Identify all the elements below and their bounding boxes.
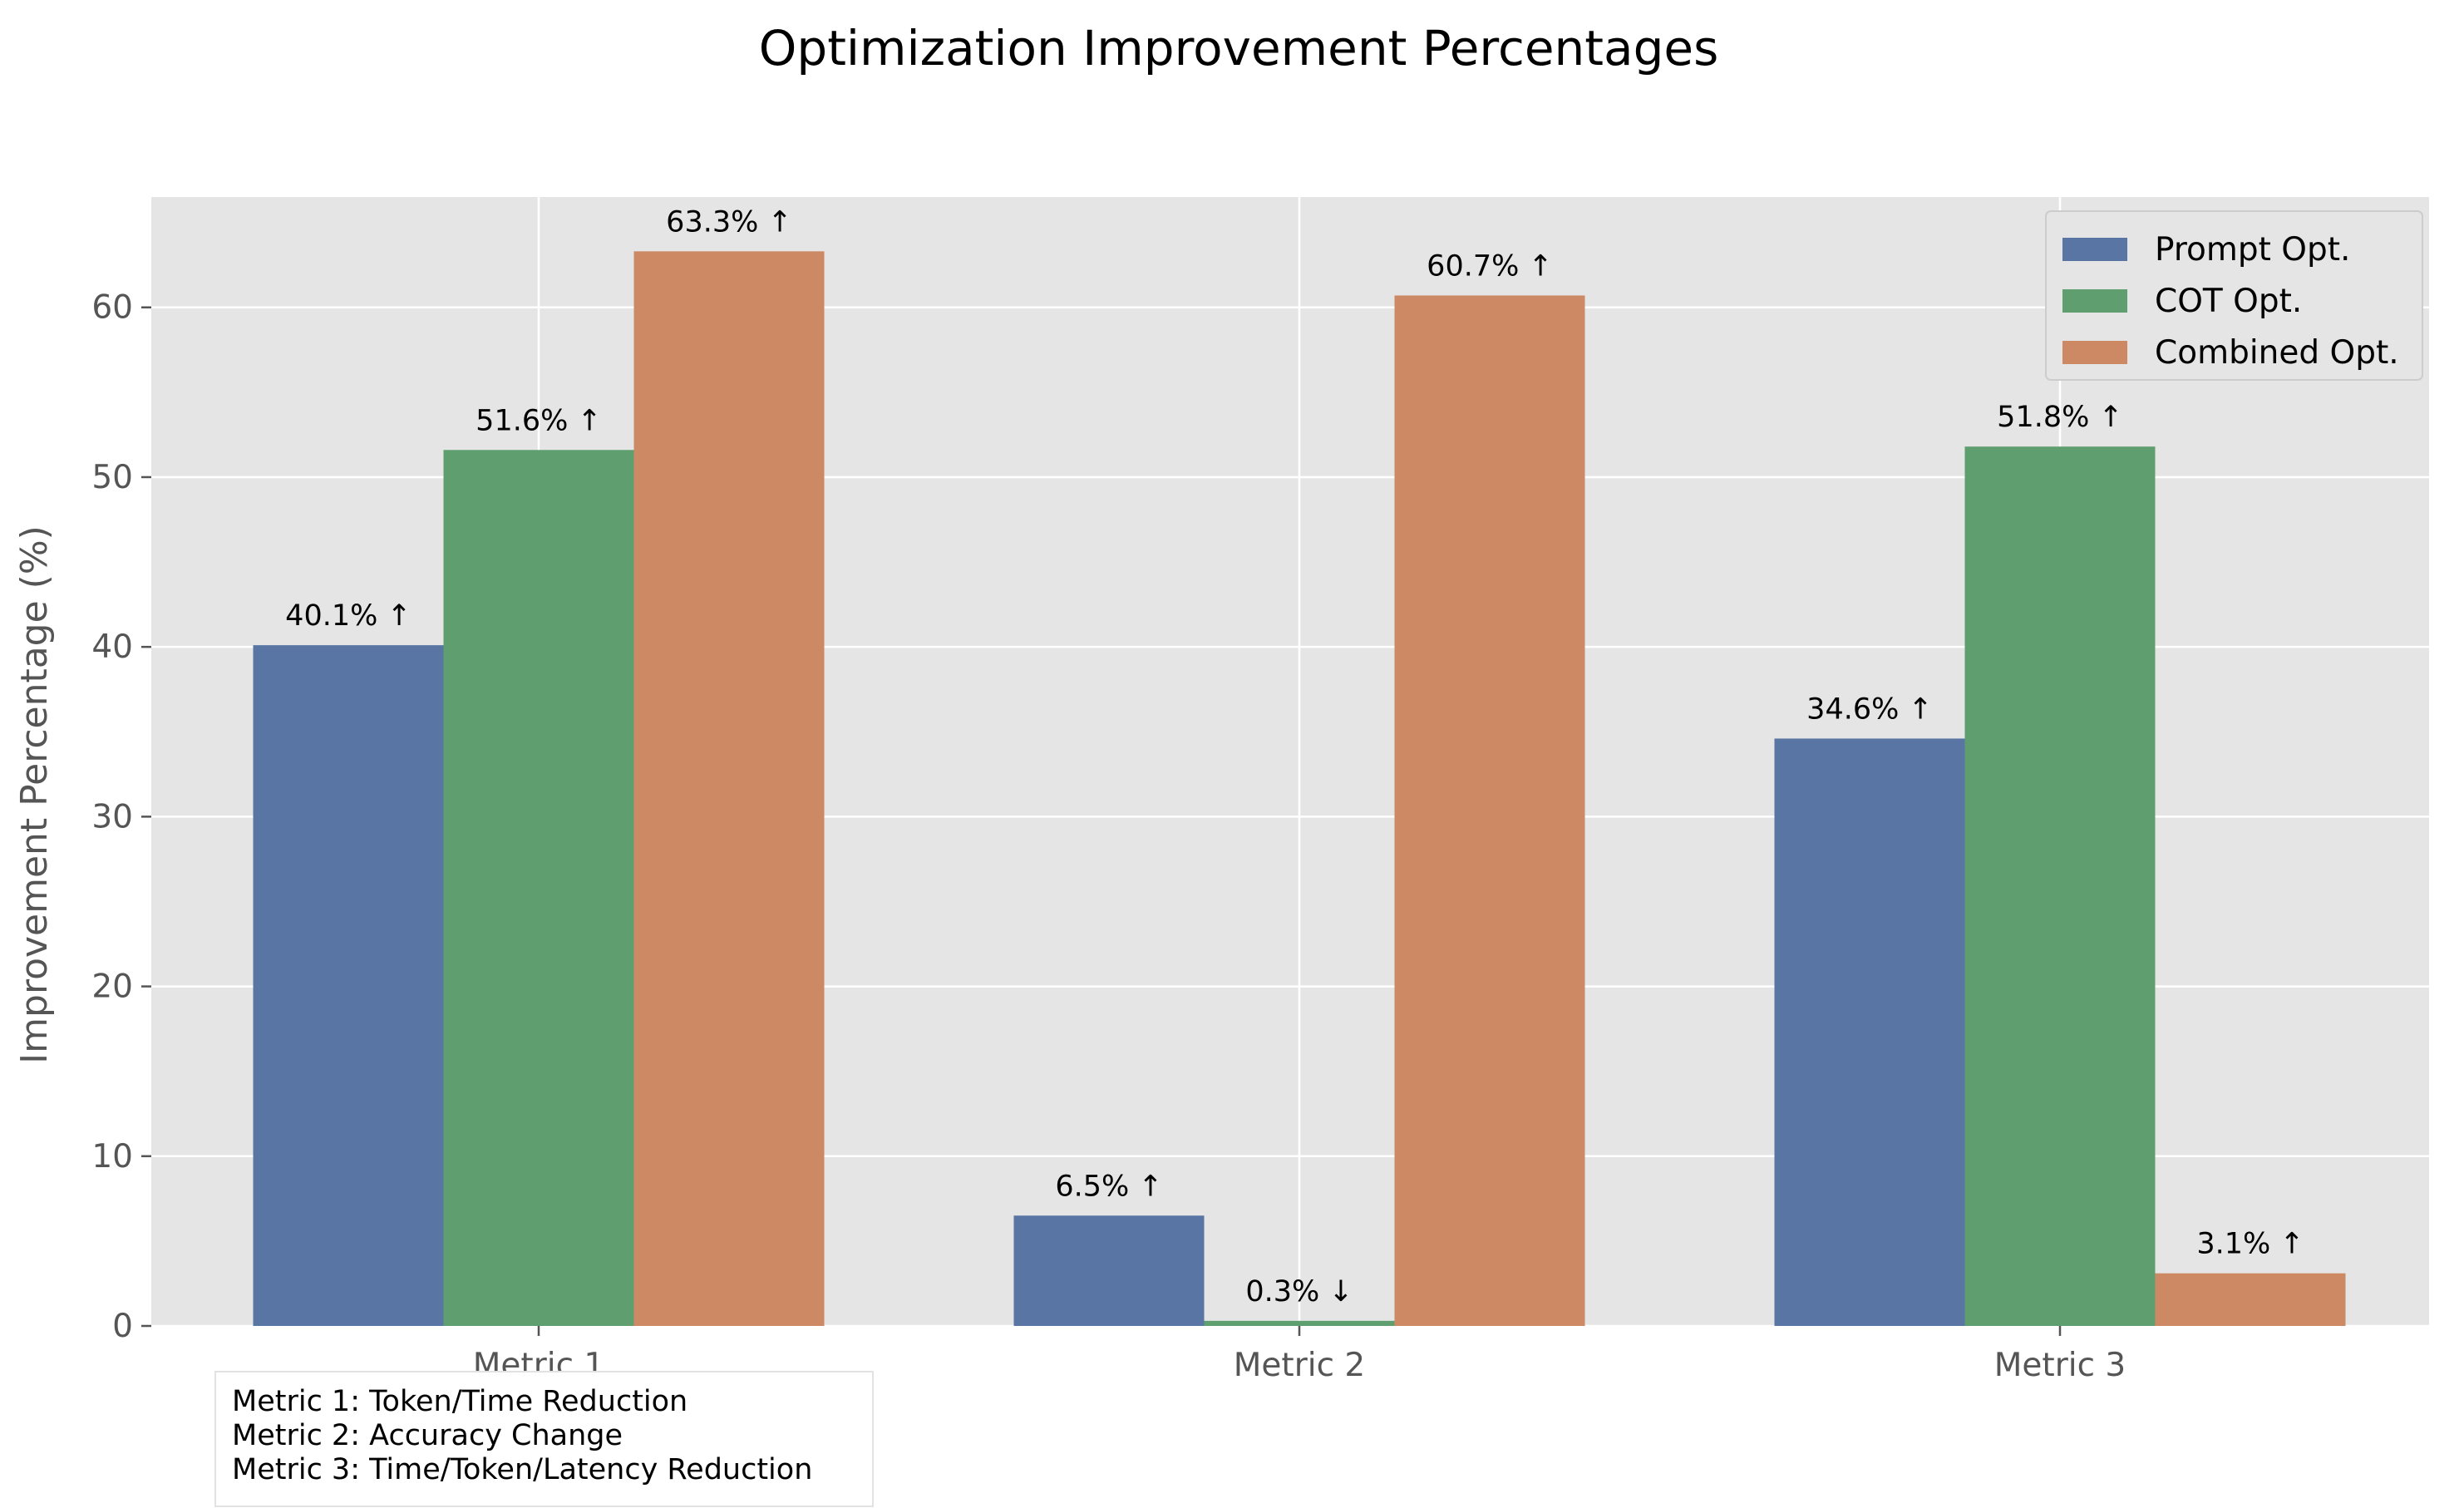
bar (2155, 1273, 2346, 1326)
data-label: 34.6% ↑ (1806, 692, 1933, 726)
legend-swatch (2062, 341, 2127, 364)
y-tick-label: 10 (91, 1138, 133, 1175)
bar (1774, 738, 1965, 1326)
y-tick-label: 30 (91, 798, 133, 835)
y-axis-label: Improvement Percentage (%) (13, 525, 56, 1064)
bar (1964, 446, 2156, 1326)
data-label: 3.1% ↑ (2196, 1228, 2304, 1261)
metric-note: Metric 1: Token/Time Reduction (232, 1385, 687, 1418)
bar (1394, 295, 1585, 1326)
legend-box (2045, 210, 2423, 381)
data-label: 6.5% ↑ (1055, 1170, 1162, 1203)
legend-label: COT Opt. (2155, 283, 2302, 320)
bar (1204, 1320, 1395, 1326)
legend-swatch (2062, 238, 2127, 261)
x-tick-label: Metric 3 (1994, 1347, 2126, 1384)
legend-swatch (2062, 289, 2127, 313)
y-tick-label: 20 (91, 968, 133, 1006)
metric-notes-box (214, 1371, 874, 1507)
metric-note: Metric 2: Accuracy Change (232, 1419, 623, 1452)
bar (1013, 1215, 1205, 1326)
y-tick-label: 40 (91, 628, 133, 666)
data-label: 0.3% ↓ (1245, 1275, 1353, 1308)
legend-label: Combined Opt. (2155, 334, 2399, 372)
bar (633, 251, 825, 1326)
legend-label: Prompt Opt. (2155, 231, 2350, 269)
y-tick-label: 60 (91, 289, 133, 327)
y-tick-label: 50 (91, 459, 133, 496)
data-label: 51.6% ↑ (476, 404, 602, 437)
chart-title: Optimization Improvement Percentages (759, 20, 1719, 76)
data-label: 63.3% ↑ (666, 205, 792, 239)
bars: 40.1% ↑ 6.5% ↑ 34.6% ↑ 51.6% ↑ 0.3% ↓ 51.8% ↑… (253, 205, 2346, 1326)
legend: Prompt Opt. COT Opt. Combined Opt. (2045, 210, 2423, 381)
metric-note: Metric 3: Time/Token/Latency Reduction (232, 1453, 812, 1486)
x-tick-label: Metric 2 (1234, 1347, 1365, 1384)
bar (443, 450, 634, 1326)
y-tick-label: 0 (112, 1308, 133, 1345)
bar (253, 645, 444, 1326)
data-label: 51.8% ↑ (1997, 401, 2123, 434)
data-label: 60.7% ↑ (1427, 249, 1553, 283)
data-label: 40.1% ↑ (285, 599, 411, 633)
